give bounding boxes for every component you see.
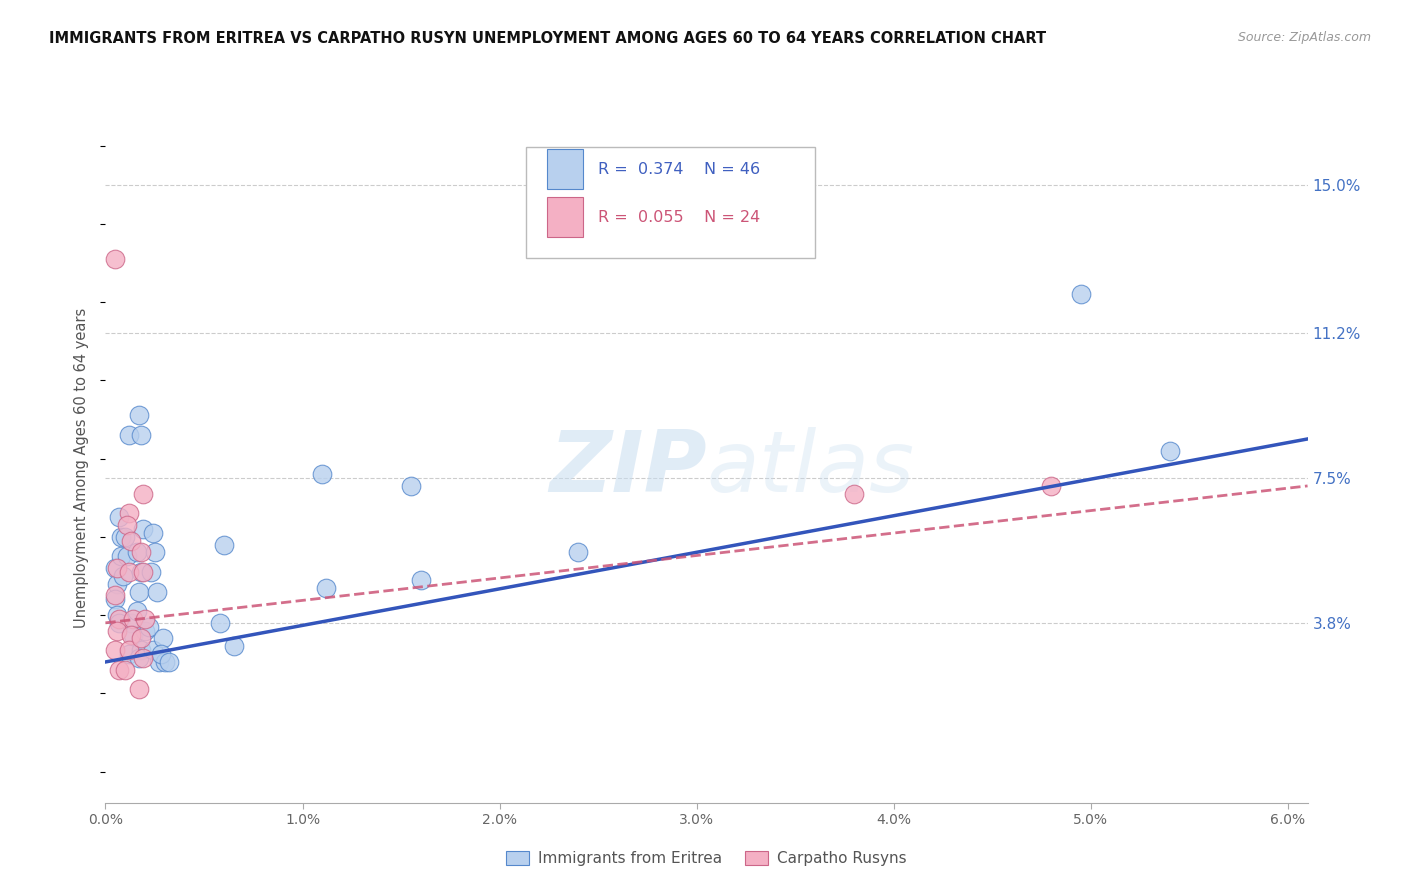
Text: ZIP: ZIP (548, 426, 707, 510)
Text: IMMIGRANTS FROM ERITREA VS CARPATHO RUSYN UNEMPLOYMENT AMONG AGES 60 TO 64 YEARS: IMMIGRANTS FROM ERITREA VS CARPATHO RUSY… (49, 31, 1046, 46)
Point (134, 612, 156, 626)
Point (222, 640, 245, 654)
Point (115, 518, 138, 533)
Point (104, 592, 127, 607)
Point (105, 576, 128, 591)
Point (128, 682, 150, 697)
Point (129, 565, 152, 579)
Point (118, 428, 141, 442)
Point (104, 589, 127, 603)
Point (120, 627, 142, 641)
Point (152, 632, 174, 646)
Point (145, 584, 167, 599)
Point (114, 530, 136, 544)
Point (105, 561, 128, 575)
Point (208, 615, 231, 630)
Point (148, 655, 170, 669)
Text: R =  0.374    N = 46: R = 0.374 N = 46 (599, 161, 761, 177)
Bar (547, 197, 582, 237)
Point (132, 522, 155, 536)
Point (108, 663, 131, 677)
Point (104, 561, 127, 575)
Point (118, 647, 141, 661)
Point (139, 565, 162, 579)
Point (118, 565, 141, 579)
Point (1159, 443, 1181, 458)
Point (120, 615, 142, 630)
Point (105, 607, 128, 622)
Text: R =  0.055    N = 24: R = 0.055 N = 24 (599, 210, 761, 225)
Point (122, 612, 145, 626)
Point (132, 565, 155, 579)
Point (110, 530, 132, 544)
Point (125, 545, 148, 559)
Y-axis label: Unemployment Among Ages 60 to 64 years: Unemployment Among Ages 60 to 64 years (75, 308, 90, 629)
Bar (547, 149, 582, 189)
Point (315, 581, 337, 595)
Point (212, 538, 235, 552)
Point (108, 615, 131, 630)
Point (153, 655, 176, 669)
Point (138, 620, 160, 634)
Point (128, 409, 150, 423)
Point (142, 525, 165, 540)
Point (128, 584, 150, 599)
Point (129, 428, 152, 442)
Point (129, 643, 152, 657)
Point (128, 651, 150, 665)
FancyBboxPatch shape (526, 147, 814, 258)
Point (129, 632, 152, 646)
Point (132, 487, 155, 501)
Point (104, 643, 127, 657)
Point (567, 545, 589, 559)
Point (108, 612, 131, 626)
Point (142, 643, 165, 657)
Point (149, 647, 172, 661)
Point (114, 663, 136, 677)
Text: atlas: atlas (707, 426, 914, 510)
Point (108, 510, 131, 524)
Point (132, 651, 155, 665)
Point (110, 549, 132, 564)
Point (844, 487, 866, 501)
Point (134, 624, 156, 638)
Point (120, 533, 142, 548)
Text: Source: ZipAtlas.com: Source: ZipAtlas.com (1237, 31, 1371, 45)
Point (104, 252, 127, 266)
Point (115, 549, 138, 564)
Point (1040, 479, 1063, 493)
Point (157, 655, 180, 669)
Point (409, 573, 432, 587)
Point (118, 506, 141, 520)
Point (105, 624, 128, 638)
Point (112, 569, 135, 583)
Point (1070, 287, 1092, 301)
Point (118, 643, 141, 657)
Point (399, 479, 422, 493)
Legend: Immigrants from Eritrea, Carpatho Rusyns: Immigrants from Eritrea, Carpatho Rusyns (501, 845, 912, 872)
Point (143, 545, 166, 559)
Point (129, 545, 152, 559)
Point (125, 604, 148, 618)
Point (311, 467, 333, 482)
Point (122, 627, 145, 641)
